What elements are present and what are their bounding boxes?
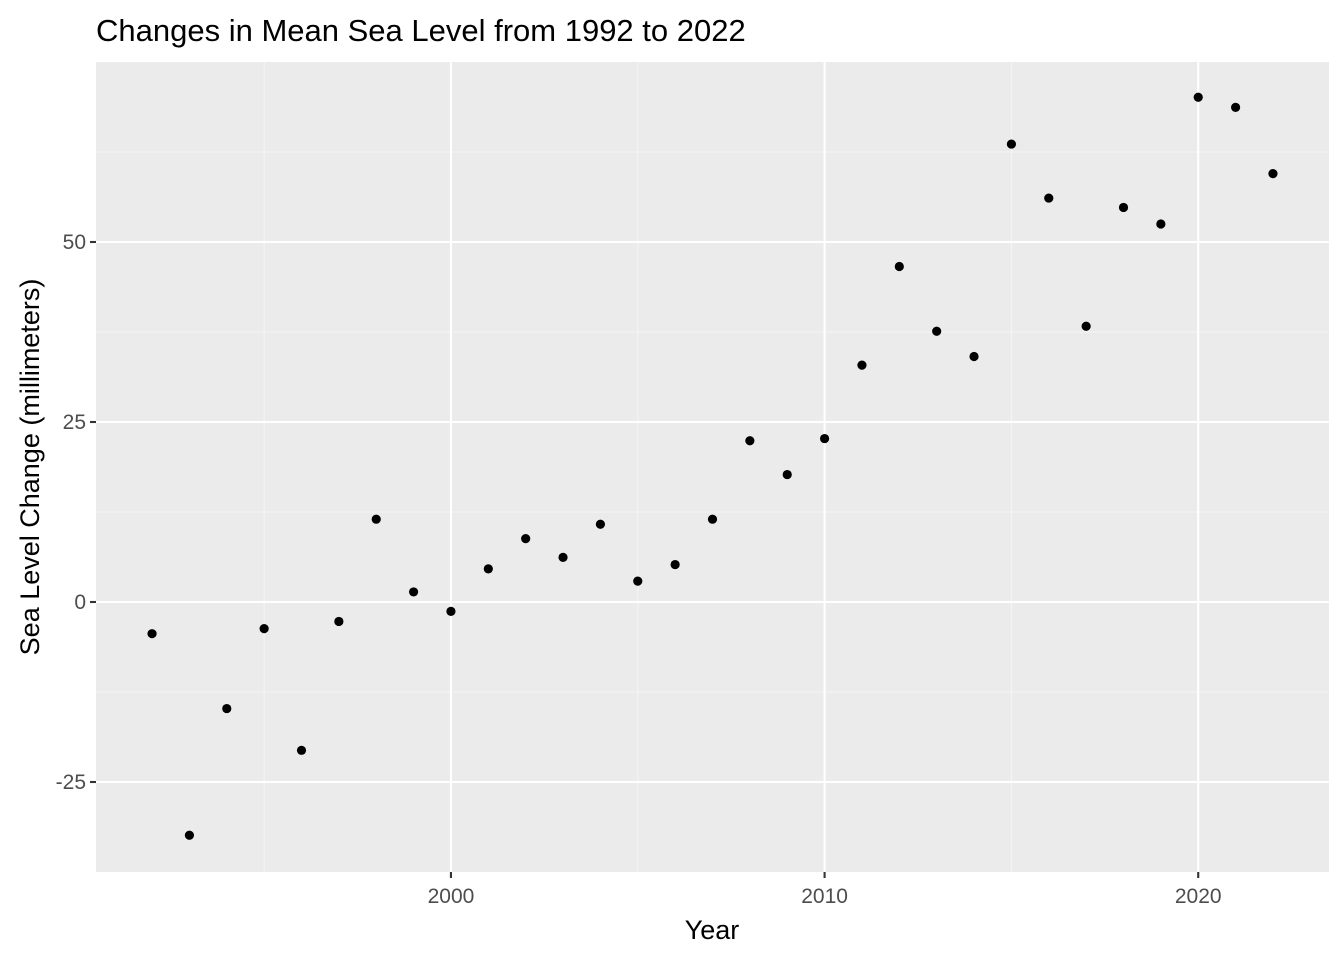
x-tick-label: 2010 [801,885,848,908]
data-point [371,514,381,524]
data-point [222,703,232,714]
data-point [1156,219,1166,229]
data-point [1268,169,1278,179]
data-point [932,326,942,336]
data-point [894,261,904,272]
data-point [782,469,792,480]
minor-gridlines [96,62,1329,872]
data-point [1081,321,1091,331]
data-point [259,624,269,634]
y-tick-label: 25 [63,411,86,434]
data-point [483,564,493,574]
y-tick-label: 0 [74,591,86,614]
data-point [334,616,344,627]
plot-panel [96,62,1329,872]
axis-ticks [90,240,1200,878]
data-point [857,360,867,370]
data-point [595,519,606,529]
data-point [408,587,419,597]
data-point [446,606,456,616]
data-point [707,514,718,524]
data-point [969,351,979,362]
major-gridlines [96,62,1329,872]
y-axis-title: Sea Level Change (millimeters) [15,279,45,656]
x-axis-title: Year [685,915,740,945]
data-point [633,576,643,586]
data-point [745,436,755,446]
data-point [670,559,680,570]
data-point [521,534,531,544]
y-tick-label: -25 [56,771,86,794]
x-tick-label: 2000 [428,885,475,908]
data-point [1230,102,1241,112]
data-point [184,830,195,840]
x-tick-label: 2020 [1175,885,1222,908]
tick-labels: 2000 2010 2020 -25 0 25 50 [56,231,1222,908]
data-point [1193,92,1203,102]
data-points [147,92,1278,840]
data-point [819,433,830,444]
data-point [1118,202,1129,213]
data-point [147,629,157,639]
data-point [1006,139,1017,149]
y-tick-label: 50 [63,231,86,254]
data-point [1044,193,1054,203]
data-point [558,552,568,562]
chart-title: Changes in Mean Sea Level from 1992 to 2… [96,13,746,48]
data-point [296,745,307,755]
